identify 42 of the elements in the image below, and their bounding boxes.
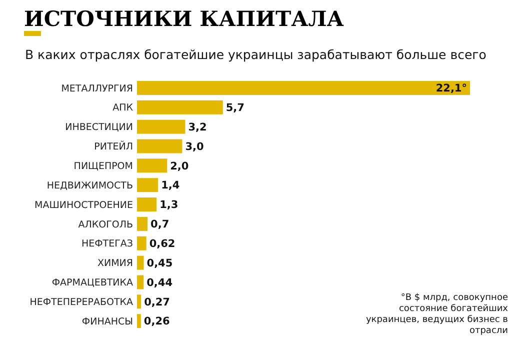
bar	[137, 216, 148, 231]
y-tick-label: НЕФТЕГАЗ	[81, 238, 133, 250]
y-tick-label: ФАРМАЦЕВТИКА	[52, 278, 134, 289]
data-label: 0,45	[146, 257, 173, 270]
data-label: 0,44	[146, 276, 173, 289]
y-tick-label: АПК	[112, 102, 134, 114]
y-tick-label: АЛКОГОЛЬ	[78, 219, 133, 230]
data-label: 0,27	[144, 296, 170, 308]
y-tick-label: ПИЩЕПРОМ	[74, 160, 133, 172]
y-tick-label: МАШИНОСТРОЕНИЕ	[34, 200, 133, 211]
bar	[137, 158, 168, 173]
data-label: 5,7	[226, 102, 244, 114]
bar	[137, 256, 144, 270]
chart-title: ИСТОЧНИКИ КАПИТАЛА	[24, 6, 344, 31]
bar	[137, 120, 186, 134]
y-tick-label: НЕДВИЖИМОСТЬ	[46, 180, 133, 192]
y-tick-label: РИТЕЙЛ	[94, 140, 133, 153]
bar	[137, 236, 146, 250]
y-tick-label: МЕТАЛЛУРГИЯ	[61, 83, 133, 94]
bar	[137, 100, 223, 114]
y-tick-label: ИНВЕСТИЦИИ	[65, 122, 133, 134]
bar	[137, 80, 470, 95]
bar	[137, 139, 182, 154]
bar	[137, 275, 144, 290]
data-label: 1,3	[160, 199, 178, 212]
data-label: 0,7	[150, 218, 170, 231]
bar	[137, 178, 158, 192]
chart-subtitle: В каких отраслях богатейшие украинцы зарабатывают больше всего	[25, 47, 486, 62]
bar	[137, 294, 142, 309]
bar	[137, 198, 157, 212]
data-label: 1,4	[161, 180, 180, 192]
data-label: 3,0	[185, 140, 204, 153]
data-label: 0,26	[144, 316, 170, 328]
y-tick-label: ФИНАНСЫ	[82, 316, 133, 328]
data-label: 2,0	[170, 160, 189, 172]
bar	[137, 314, 141, 328]
data-label: 22,1°	[436, 82, 467, 95]
data-label: 3,2	[188, 121, 207, 134]
annotation: °В $ млрд, совокупное состояние богатейших украинцев, ведущих бизнес в отрасли	[366, 293, 509, 336]
y-tick-label: НЕФТЕПЕРЕРАБОТКА	[30, 296, 134, 308]
y-tick-label: ХИМИЯ	[97, 258, 133, 270]
data-label: 0,62	[149, 238, 176, 250]
